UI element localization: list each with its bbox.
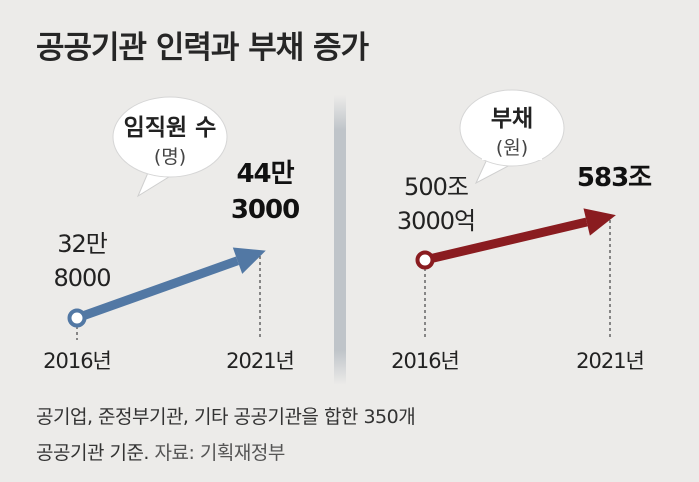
debt-start-value-label: 3000억 — [397, 207, 475, 235]
staff-series-line — [75, 256, 240, 323]
panel-divider — [334, 95, 346, 385]
footnote-line-1: 공기업, 준정부기관, 기타 공공기관을 합한 350개 — [36, 406, 416, 428]
debt-bubble-patch — [482, 148, 542, 160]
page-title: 공공기관 인력과 부채 증가 — [36, 30, 369, 66]
debt-start-value-label: 500조 — [404, 173, 468, 201]
staff-bubble-patch — [140, 157, 200, 169]
debt-x-tick-label: 2021년 — [576, 349, 644, 373]
debt-series-title: 부채 — [491, 106, 533, 132]
footnote-basis: 공공기관 기준. — [36, 442, 149, 464]
footnote-source: 자료: 기획재정부 — [154, 442, 286, 464]
staff-start-point — [67, 308, 87, 328]
footnote-line-2: 공공기관 기준. 자료: 기획재정부 — [36, 438, 285, 465]
debt-series-line — [423, 217, 588, 265]
debt-x-tick-label: 2016년 — [391, 349, 459, 373]
staff-series-title: 임직원 수 — [124, 115, 217, 141]
staff-end-value-label: 3000 — [231, 195, 299, 225]
debt-arrow-head — [583, 208, 616, 236]
debt-start-point — [415, 250, 435, 270]
staff-unit-label: (명) — [154, 146, 186, 168]
staff-arrow-head — [232, 247, 266, 274]
debt-end-value-label: 583조 — [577, 163, 652, 193]
staff-x-tick-label: 2021년 — [226, 349, 294, 373]
debt-unit-label: (원) — [496, 137, 528, 159]
staff-start-value-label: 8000 — [53, 264, 110, 292]
debt-bubble — [459, 89, 565, 167]
staff-start-value-label: 32만 — [57, 230, 108, 258]
staff-end-value-label: 44만 — [236, 159, 294, 189]
staff-x-tick-label: 2016년 — [43, 349, 111, 373]
